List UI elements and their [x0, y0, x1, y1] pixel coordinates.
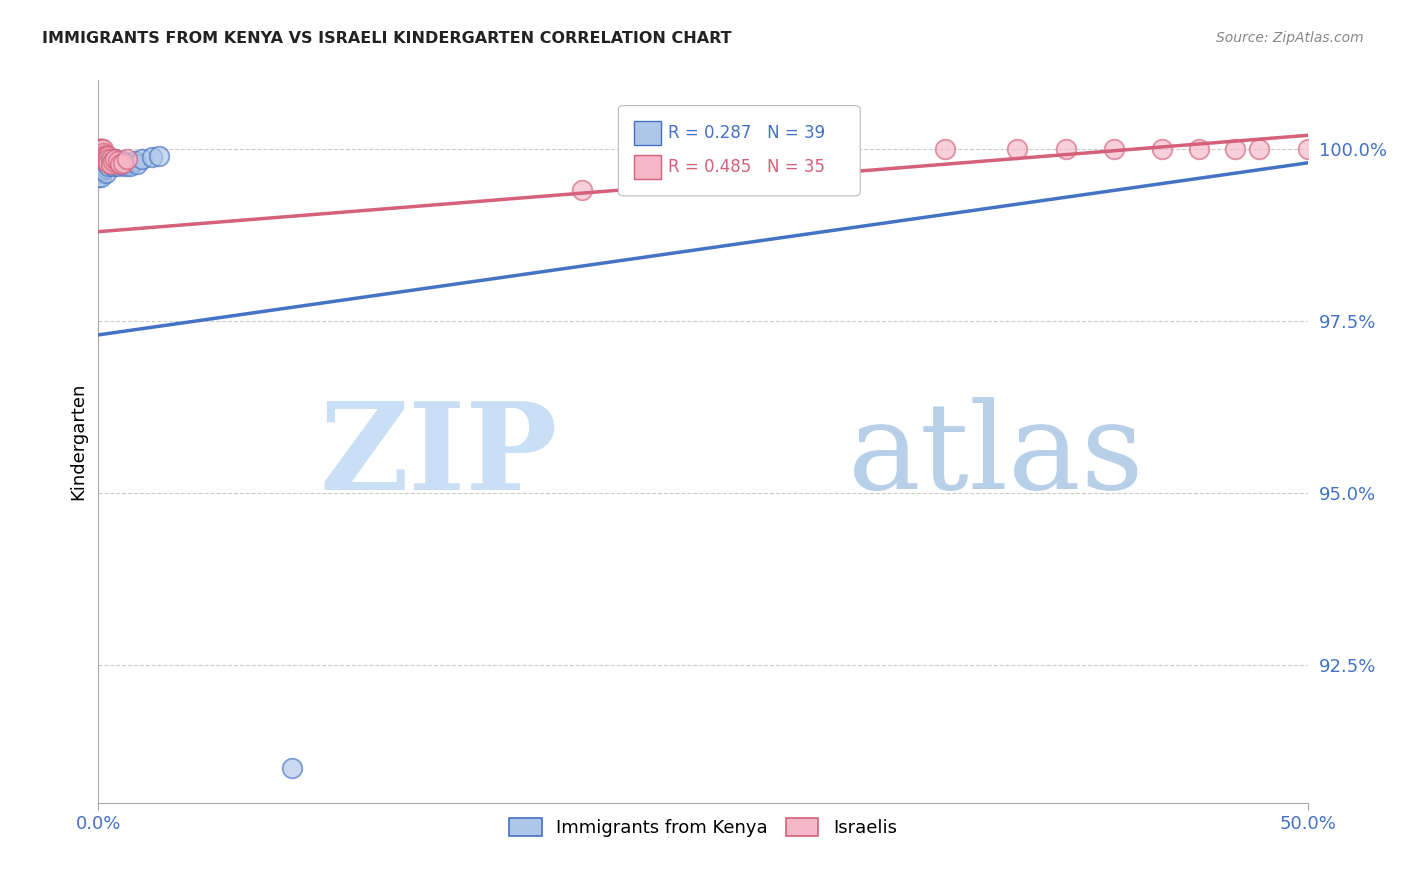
Point [90, 169, 112, 184]
FancyBboxPatch shape [634, 120, 661, 145]
Point [94, 150, 117, 164]
Point [90, 142, 112, 156]
Point [111, 156, 134, 170]
Point [108, 157, 131, 171]
Point [281, 761, 304, 775]
Point [1188, 142, 1211, 156]
Point [91, 150, 114, 164]
Point [101, 159, 124, 173]
Point [571, 183, 593, 197]
Point [90, 142, 112, 156]
Point [87, 156, 110, 170]
Point [141, 150, 163, 164]
Point [101, 154, 124, 169]
Text: IMMIGRANTS FROM KENYA VS ISRAELI KINDERGARTEN CORRELATION CHART: IMMIGRANTS FROM KENYA VS ISRAELI KINDERG… [42, 31, 731, 46]
Point [1007, 142, 1029, 156]
FancyBboxPatch shape [619, 105, 860, 196]
Point [94, 147, 117, 161]
Point [1296, 142, 1319, 156]
Point [97, 153, 120, 167]
Point [90, 153, 112, 167]
Point [124, 154, 146, 169]
Point [91, 159, 114, 173]
Point [91, 154, 114, 169]
Point [108, 157, 131, 171]
Point [94, 157, 117, 171]
Y-axis label: Kindergarten: Kindergarten [69, 383, 87, 500]
Text: R = 0.287   N = 39: R = 0.287 N = 39 [668, 124, 825, 142]
Point [91, 162, 114, 177]
Point [91, 145, 114, 160]
Point [97, 153, 120, 167]
Point [94, 161, 117, 176]
FancyBboxPatch shape [634, 154, 661, 179]
Point [1102, 142, 1125, 156]
Point [117, 153, 139, 167]
Point [91, 142, 114, 156]
Point [94, 154, 117, 169]
Point [87, 159, 110, 173]
Point [90, 142, 112, 156]
Point [100, 157, 122, 171]
Point [87, 166, 110, 180]
Point [87, 142, 110, 156]
Point [118, 159, 141, 173]
Point [94, 166, 117, 180]
Legend: Immigrants from Kenya, Israelis: Immigrants from Kenya, Israelis [502, 811, 904, 845]
Point [94, 154, 117, 169]
Point [148, 149, 170, 163]
Point [107, 154, 129, 169]
Point [107, 159, 129, 173]
Text: R = 0.485   N = 35: R = 0.485 N = 35 [668, 158, 825, 176]
Point [100, 157, 122, 171]
Point [117, 156, 139, 170]
Point [87, 149, 110, 163]
Point [1152, 142, 1174, 156]
Text: ZIP: ZIP [319, 397, 558, 515]
Point [131, 153, 153, 167]
Point [114, 159, 136, 173]
Point [100, 153, 122, 167]
Point [87, 142, 110, 156]
Point [90, 149, 112, 163]
Point [97, 159, 120, 173]
Point [90, 142, 112, 156]
Point [111, 154, 134, 169]
Point [91, 149, 114, 163]
Text: atlas: atlas [848, 398, 1144, 515]
Point [87, 142, 110, 156]
Point [101, 154, 124, 169]
Point [97, 156, 120, 170]
Point [94, 150, 117, 164]
Point [127, 157, 149, 171]
Point [934, 142, 956, 156]
Point [100, 153, 122, 167]
Point [1054, 142, 1077, 156]
Point [104, 153, 127, 167]
Point [87, 153, 110, 167]
Point [104, 153, 127, 167]
Point [90, 159, 112, 173]
Point [1223, 142, 1246, 156]
Point [90, 149, 112, 163]
Point [1249, 142, 1271, 156]
Text: Source: ZipAtlas.com: Source: ZipAtlas.com [1216, 31, 1364, 45]
Point [87, 169, 110, 184]
Point [87, 162, 110, 177]
Point [97, 149, 120, 163]
